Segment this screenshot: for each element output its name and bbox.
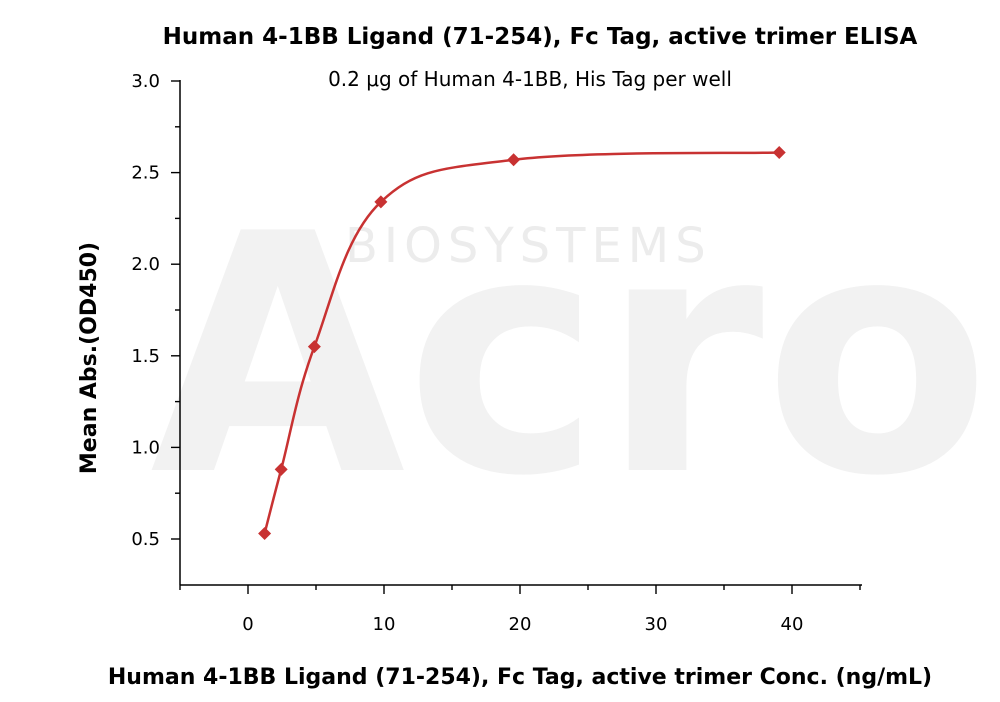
data-point bbox=[374, 195, 388, 209]
y-tick-label: 1.0 bbox=[131, 437, 160, 458]
watermark-brand-text: BIOSYSTEMS bbox=[345, 218, 712, 274]
axes bbox=[179, 80, 862, 586]
data-point bbox=[507, 153, 521, 167]
x-tick-label: 40 bbox=[781, 614, 804, 635]
tick-marks bbox=[171, 80, 861, 594]
y-tick-label: 2.5 bbox=[131, 163, 160, 184]
y-tick-label: 1.5 bbox=[131, 346, 160, 367]
data-point bbox=[258, 527, 272, 541]
x-tick-label: 0 bbox=[242, 614, 253, 635]
y-tick-label: 0.5 bbox=[131, 529, 160, 550]
data-point bbox=[307, 340, 321, 354]
chart-title: Human 4-1BB Ligand (71-254), Fc Tag, act… bbox=[163, 24, 918, 50]
tick-labels: 0 10 20 30 40 0.5 1.0 1.5 2.0 2.5 3.0 bbox=[131, 71, 803, 635]
chart-subtitle: 0.2 μg of Human 4-1BB, His Tag per well bbox=[328, 67, 732, 91]
data-point bbox=[772, 145, 786, 159]
data-point bbox=[274, 462, 288, 476]
watermark-logo-text: Acro bbox=[150, 164, 990, 548]
y-tick-label: 3.0 bbox=[131, 71, 160, 92]
x-tick-label: 20 bbox=[509, 614, 532, 635]
data-points bbox=[258, 145, 786, 541]
y-tick-label: 2.0 bbox=[131, 254, 160, 275]
y-axis-title: Mean Abs.(OD450) bbox=[77, 242, 102, 474]
x-tick-label: 30 bbox=[645, 614, 668, 635]
watermark: Acro BIOSYSTEMS bbox=[150, 164, 990, 548]
x-axis-title: Human 4-1BB Ligand (71-254), Fc Tag, act… bbox=[108, 665, 932, 690]
x-tick-label: 10 bbox=[373, 614, 396, 635]
